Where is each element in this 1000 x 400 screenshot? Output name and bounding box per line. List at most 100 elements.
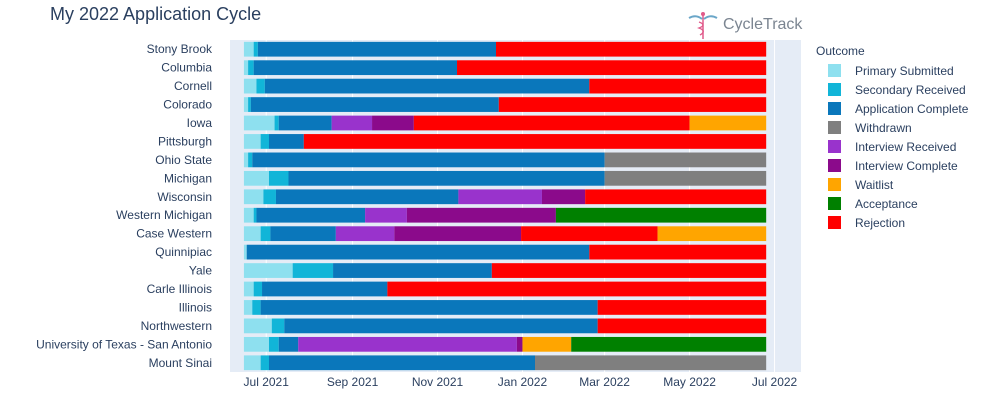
bar-segment-michigan-application-complete[interactable] <box>288 170 605 186</box>
legend-item-withdrawn[interactable]: Withdrawn <box>828 121 912 135</box>
bar-row-illinois[interactable] <box>243 300 767 315</box>
bar-segment-wisconsin-primary-submitted[interactable] <box>243 189 264 205</box>
bar-segment-stony-brook-secondary-received[interactable] <box>253 41 258 57</box>
bar-segment-yale-rejection[interactable] <box>491 263 767 278</box>
bar-segment-wisconsin-interview-complete[interactable] <box>541 189 586 205</box>
bar-segment-case-western-secondary-received[interactable] <box>260 226 271 242</box>
bar-segment-yale-secondary-received[interactable] <box>292 263 334 278</box>
bar-segment-university-of-texas-san-antonio-interview-received[interactable] <box>298 336 517 352</box>
bar-segment-michigan-primary-submitted[interactable] <box>243 170 269 186</box>
bar-segment-iowa-waitlist[interactable] <box>689 115 767 131</box>
bar-segment-michigan-secondary-received[interactable] <box>268 170 289 186</box>
bar-segment-university-of-texas-san-antonio-application-complete[interactable] <box>278 336 299 352</box>
bar-segment-colorado-primary-submitted[interactable] <box>243 97 249 112</box>
bar-row-michigan[interactable] <box>243 170 767 186</box>
bar-segment-university-of-texas-san-antonio-acceptance[interactable] <box>571 336 767 352</box>
bar-segment-pittsburgh-rejection[interactable] <box>303 134 767 149</box>
bar-segment-colorado-application-complete[interactable] <box>250 97 499 112</box>
bar-segment-northwestern-application-complete[interactable] <box>284 318 598 334</box>
bar-row-case-western[interactable] <box>243 226 767 242</box>
legend-item-interview-complete[interactable]: Interview Complete <box>828 159 958 173</box>
bar-segment-ohio-state-withdrawn[interactable] <box>604 152 767 168</box>
bar-segment-mount-sinai-secondary-received[interactable] <box>260 355 269 371</box>
bar-row-stony-brook[interactable] <box>243 41 767 57</box>
bar-segment-western-michigan-interview-received[interactable] <box>365 207 407 223</box>
bar-segment-case-western-application-complete[interactable] <box>270 226 336 242</box>
bar-segment-colorado-rejection[interactable] <box>498 97 767 112</box>
bar-segment-mount-sinai-primary-submitted[interactable] <box>243 355 261 371</box>
bar-segment-illinois-primary-submitted[interactable] <box>243 300 253 315</box>
bar-row-pittsburgh[interactable] <box>243 134 767 149</box>
bar-segment-case-western-interview-complete[interactable] <box>394 226 522 242</box>
legend[interactable]: Outcome Primary Submitted Secondary Receiv… <box>816 44 969 230</box>
bar-row-university-of-texas-san-antonio[interactable] <box>243 336 767 352</box>
legend-item-rejection[interactable]: Rejection <box>828 216 905 230</box>
bar-segment-wisconsin-secondary-received[interactable] <box>263 189 276 205</box>
bar-segment-columbia-application-complete[interactable] <box>253 60 458 76</box>
bar-segment-western-michigan-acceptance[interactable] <box>555 207 767 223</box>
bar-segment-stony-brook-primary-submitted[interactable] <box>243 41 254 57</box>
bar-segment-carle-illinois-application-complete[interactable] <box>262 281 388 297</box>
bar-segment-wisconsin-interview-received[interactable] <box>458 189 542 205</box>
bar-segment-ohio-state-primary-submitted[interactable] <box>243 152 249 168</box>
bar-segment-university-of-texas-san-antonio-waitlist[interactable] <box>522 336 572 352</box>
bar-segment-carle-illinois-secondary-received[interactable] <box>253 281 263 297</box>
bar-row-ohio-state[interactable] <box>243 152 767 168</box>
bar-segment-western-michigan-interview-complete[interactable] <box>406 207 556 223</box>
bar-row-colorado[interactable] <box>243 97 767 112</box>
bar-segment-iowa-primary-submitted[interactable] <box>243 115 275 131</box>
bar-segment-yale-primary-submitted[interactable] <box>243 263 293 278</box>
bar-row-quinnipiac[interactable] <box>243 244 767 260</box>
bar-segment-columbia-primary-submitted[interactable] <box>243 60 249 76</box>
bar-segment-case-western-waitlist[interactable] <box>657 226 767 242</box>
legend-item-acceptance[interactable]: Acceptance <box>828 197 918 211</box>
bar-segment-stony-brook-application-complete[interactable] <box>257 41 497 57</box>
bar-segment-yale-application-complete[interactable] <box>333 263 492 278</box>
bar-row-columbia[interactable] <box>243 60 767 76</box>
bar-segment-ohio-state-secondary-received[interactable] <box>248 152 253 168</box>
bar-row-carle-illinois[interactable] <box>243 281 767 297</box>
bar-segment-cornell-application-complete[interactable] <box>264 78 590 94</box>
bar-segment-carle-illinois-rejection[interactable] <box>387 281 767 297</box>
bar-segment-iowa-interview-complete[interactable] <box>372 115 414 131</box>
bar-segment-pittsburgh-secondary-received[interactable] <box>260 134 269 149</box>
bar-segment-iowa-application-complete[interactable] <box>278 115 332 131</box>
bar-segment-quinnipiac-primary-submitted[interactable] <box>243 244 247 260</box>
bar-segment-iowa-interview-received[interactable] <box>331 115 373 131</box>
bar-row-western-michigan[interactable] <box>243 207 767 223</box>
bar-segment-university-of-texas-san-antonio-primary-submitted[interactable] <box>243 336 269 352</box>
bar-row-cornell[interactable] <box>243 78 767 94</box>
bar-row-northwestern[interactable] <box>243 318 767 334</box>
legend-item-secondary-received[interactable]: Secondary Received <box>828 83 966 97</box>
bar-segment-quinnipiac-application-complete[interactable] <box>246 244 590 260</box>
bar-row-iowa[interactable] <box>243 115 767 131</box>
bar-segment-ohio-state-application-complete[interactable] <box>252 152 605 168</box>
bar-segment-case-western-rejection[interactable] <box>521 226 658 242</box>
legend-item-application-complete[interactable]: Application Complete <box>828 102 969 116</box>
bar-segment-mount-sinai-withdrawn[interactable] <box>534 355 767 371</box>
bar-segment-western-michigan-secondary-received[interactable] <box>253 207 257 223</box>
bar-segment-iowa-rejection[interactable] <box>413 115 690 131</box>
bar-segment-northwestern-rejection[interactable] <box>597 318 767 334</box>
bar-segment-carle-illinois-primary-submitted[interactable] <box>243 281 254 297</box>
bar-segment-illinois-rejection[interactable] <box>597 300 767 315</box>
bar-segment-columbia-rejection[interactable] <box>457 60 767 76</box>
bar-segment-wisconsin-application-complete[interactable] <box>275 189 459 205</box>
bar-segment-cornell-secondary-received[interactable] <box>256 78 265 94</box>
bar-segment-case-western-primary-submitted[interactable] <box>243 226 261 242</box>
bar-segment-colorado-secondary-received[interactable] <box>248 97 251 112</box>
bar-segment-cornell-rejection[interactable] <box>589 78 767 94</box>
bar-segment-mount-sinai-application-complete[interactable] <box>268 355 535 371</box>
bar-segment-columbia-secondary-received[interactable] <box>248 60 254 76</box>
bar-row-yale[interactable] <box>243 263 767 278</box>
bar-segment-illinois-secondary-received[interactable] <box>252 300 261 315</box>
legend-item-interview-received[interactable]: Interview Received <box>828 140 956 154</box>
bar-segment-western-michigan-application-complete[interactable] <box>256 207 366 223</box>
bar-segment-pittsburgh-application-complete[interactable] <box>268 134 304 149</box>
bar-segment-illinois-application-complete[interactable] <box>260 300 598 315</box>
bar-row-wisconsin[interactable] <box>243 189 767 205</box>
bar-row-mount-sinai[interactable] <box>243 355 767 371</box>
bar-segment-university-of-texas-san-antonio-interview-complete[interactable] <box>516 336 523 352</box>
bar-segment-pittsburgh-primary-submitted[interactable] <box>243 134 261 149</box>
bar-segment-western-michigan-primary-submitted[interactable] <box>243 207 254 223</box>
